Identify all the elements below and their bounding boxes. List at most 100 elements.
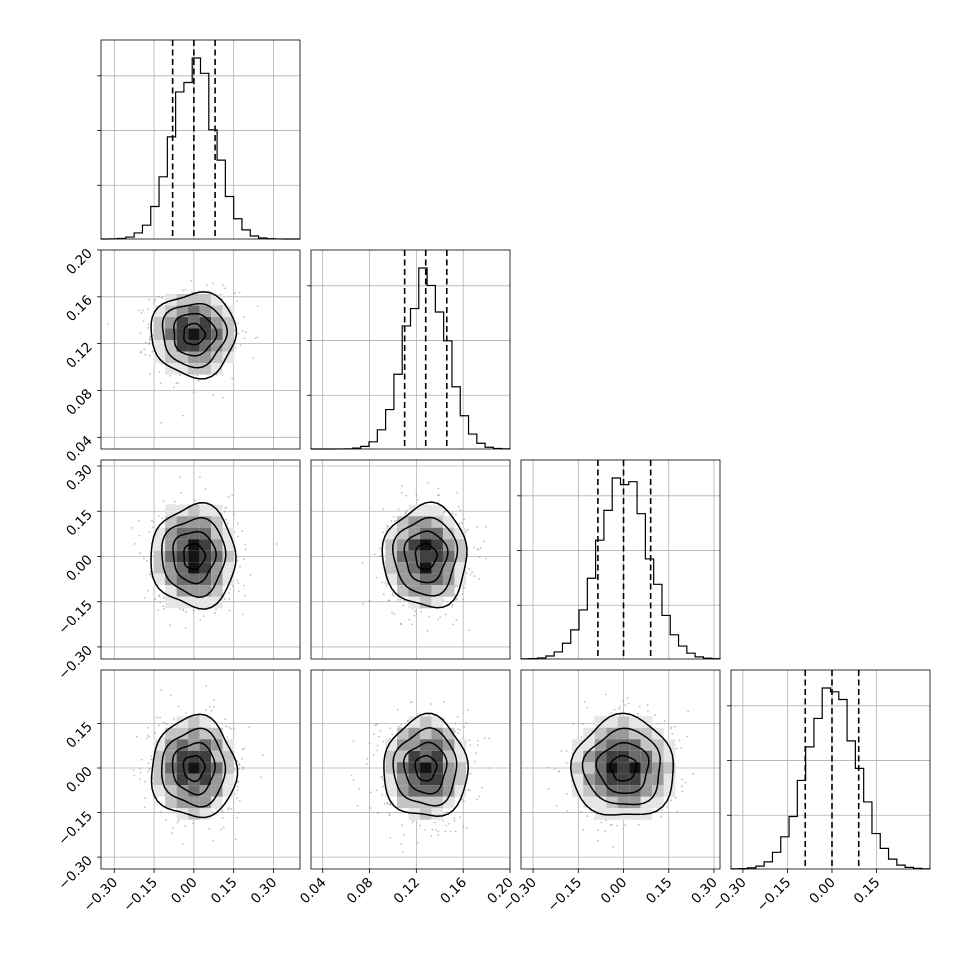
density-cell [188, 596, 200, 609]
sample-point [463, 586, 466, 589]
sample-point [400, 724, 403, 726]
density-cell [419, 716, 432, 728]
sample-point [138, 309, 141, 312]
density-cell [165, 585, 177, 597]
sample-point [580, 810, 582, 813]
sample-point [184, 626, 187, 629]
density-cell [199, 527, 212, 540]
sample-point [414, 610, 416, 613]
density-cell [188, 539, 200, 551]
sample-point [143, 806, 146, 809]
contour-level-3 [381, 501, 468, 609]
sample-point [261, 754, 264, 757]
sample-point [417, 841, 419, 844]
density-cell [176, 573, 189, 586]
sample-point [148, 342, 151, 344]
scatter-panel-3-2 [520, 669, 721, 870]
sample-point [138, 534, 141, 537]
sample-point [163, 721, 166, 724]
sample-point [174, 500, 176, 503]
density-cell [188, 808, 200, 820]
sample-point [469, 744, 472, 747]
density-cell [431, 796, 443, 809]
density-cell [165, 562, 177, 574]
sample-point [233, 513, 235, 516]
panel-frame [100, 249, 301, 450]
sample-point [208, 827, 211, 830]
sample-point [627, 702, 630, 705]
sample-point [184, 611, 187, 613]
sample-point [431, 828, 434, 831]
sample-point [131, 526, 133, 529]
sample-point [426, 629, 429, 632]
density-cell [188, 363, 200, 375]
sample-point [445, 824, 448, 827]
histogram-series-0 [100, 57, 301, 240]
density-cell [454, 539, 466, 551]
sample-point [459, 816, 461, 819]
sample-point [237, 322, 240, 325]
sample-point [180, 491, 182, 494]
sample-point [226, 736, 229, 739]
density-cell [606, 762, 618, 774]
sample-point [248, 726, 250, 728]
sample-point [671, 732, 674, 735]
sample-point [670, 799, 673, 802]
sample-point [199, 476, 201, 479]
density-cell [617, 796, 630, 809]
density-cell [385, 573, 397, 586]
sample-point [462, 736, 465, 739]
density-cell [442, 785, 455, 797]
panel-frame [310, 249, 511, 450]
sample-point [466, 827, 468, 830]
sample-point [400, 491, 403, 494]
sample-point [158, 514, 160, 517]
sample-point [388, 814, 391, 817]
density-cell [571, 762, 584, 774]
density-cell [176, 716, 189, 728]
density-cell [442, 573, 455, 586]
sample-point [241, 757, 243, 760]
sample-point [407, 719, 409, 722]
sample-point [378, 547, 381, 550]
sample-point [171, 827, 174, 829]
sample-point [661, 809, 664, 811]
sample-point [227, 495, 230, 498]
contour-level-3 [150, 291, 238, 380]
density-cell [408, 727, 420, 740]
density-cell [211, 516, 223, 528]
sample-point [400, 485, 403, 487]
density-cell [606, 750, 618, 763]
sample-point [404, 514, 406, 517]
density-cell [431, 539, 443, 551]
sample-point [236, 535, 239, 538]
sample-point [453, 819, 456, 822]
sample-point [647, 710, 649, 712]
contour-level-3 [150, 713, 239, 819]
sample-point [676, 810, 679, 813]
density-cell [176, 317, 189, 329]
contour-level-2 [160, 727, 227, 808]
x-tick-label: 0.15 [851, 875, 884, 908]
sample-point [139, 351, 142, 354]
sample-point [427, 615, 430, 618]
density-cell [571, 750, 584, 763]
sample-point [242, 766, 245, 769]
sample-point [604, 693, 607, 696]
sample-point [182, 289, 184, 292]
sample-point [444, 613, 447, 616]
sample-point [352, 778, 355, 781]
sample-point [444, 830, 447, 833]
sample-point [375, 789, 378, 792]
sample-point [547, 787, 550, 790]
density-cell [211, 750, 223, 763]
sample-point [236, 300, 239, 302]
density-cell [583, 739, 595, 751]
sample-point [358, 787, 361, 790]
density-cell [222, 340, 235, 352]
sample-point [437, 487, 440, 490]
sample-point [399, 598, 402, 601]
sample-point [374, 723, 377, 726]
sample-point [370, 791, 372, 794]
sample-point [382, 785, 384, 788]
